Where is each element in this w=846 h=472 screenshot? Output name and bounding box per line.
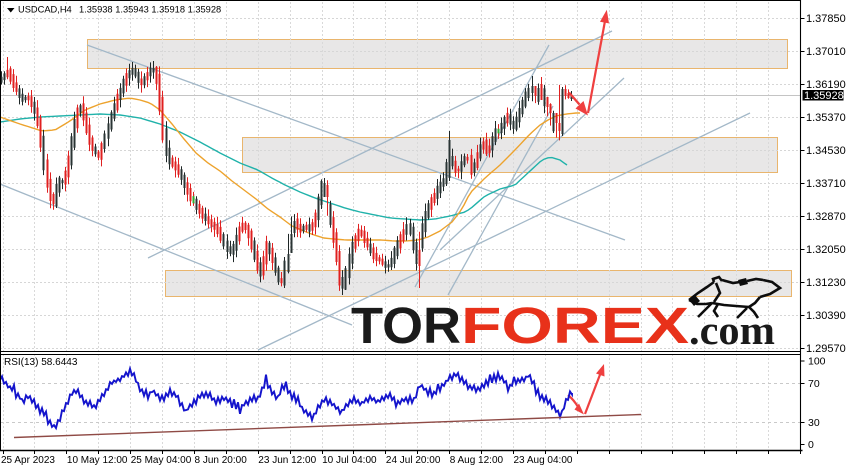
svg-text:1.35928: 1.35928 xyxy=(804,90,844,102)
svg-text:TOR: TOR xyxy=(351,297,461,354)
svg-text:1.30390: 1.30390 xyxy=(806,310,846,322)
svg-text:23 Jun 12:00: 23 Jun 12:00 xyxy=(258,455,316,466)
svg-text:1.29570: 1.29570 xyxy=(806,343,846,355)
svg-text:8 Aug 12:00: 8 Aug 12:00 xyxy=(450,455,504,466)
svg-text:25 Apr 2023: 25 Apr 2023 xyxy=(1,455,55,466)
svg-text:1.33710: 1.33710 xyxy=(806,178,846,190)
svg-text:.com: .com xyxy=(689,307,775,353)
svg-text:24 Jul 20:00: 24 Jul 20:00 xyxy=(386,455,441,466)
svg-text:1.34530: 1.34530 xyxy=(806,145,846,157)
svg-text:1.37850: 1.37850 xyxy=(806,13,846,25)
svg-text:1.32050: 1.32050 xyxy=(806,244,846,256)
svg-text:100: 100 xyxy=(808,356,826,368)
svg-text:30: 30 xyxy=(808,417,820,429)
svg-text:RSI(13) 58.6443: RSI(13) 58.6443 xyxy=(4,357,78,368)
svg-text:FOREX: FOREX xyxy=(461,297,689,354)
svg-text:8 Jun 20:00: 8 Jun 20:00 xyxy=(195,455,248,466)
svg-text:1.35938 1.35943 1.35918 1.3592: 1.35938 1.35943 1.35918 1.35928 xyxy=(79,5,221,15)
svg-text:1.36190: 1.36190 xyxy=(806,79,846,91)
svg-text:10 May 12:00: 10 May 12:00 xyxy=(67,455,128,466)
svg-text:0: 0 xyxy=(808,439,814,451)
svg-text:1.37010: 1.37010 xyxy=(806,46,846,58)
svg-text:1.32870: 1.32870 xyxy=(806,211,846,223)
svg-text:23 Aug 04:00: 23 Aug 04:00 xyxy=(514,455,573,466)
svg-text:1.35370: 1.35370 xyxy=(806,112,846,124)
svg-text:25 May 04:00: 25 May 04:00 xyxy=(131,455,192,466)
svg-text:USDCAD,H4: USDCAD,H4 xyxy=(18,5,72,15)
svg-text:1.31230: 1.31230 xyxy=(806,277,846,289)
svg-text:10 Jul 04:00: 10 Jul 04:00 xyxy=(322,455,377,466)
svg-text:70: 70 xyxy=(808,378,820,390)
